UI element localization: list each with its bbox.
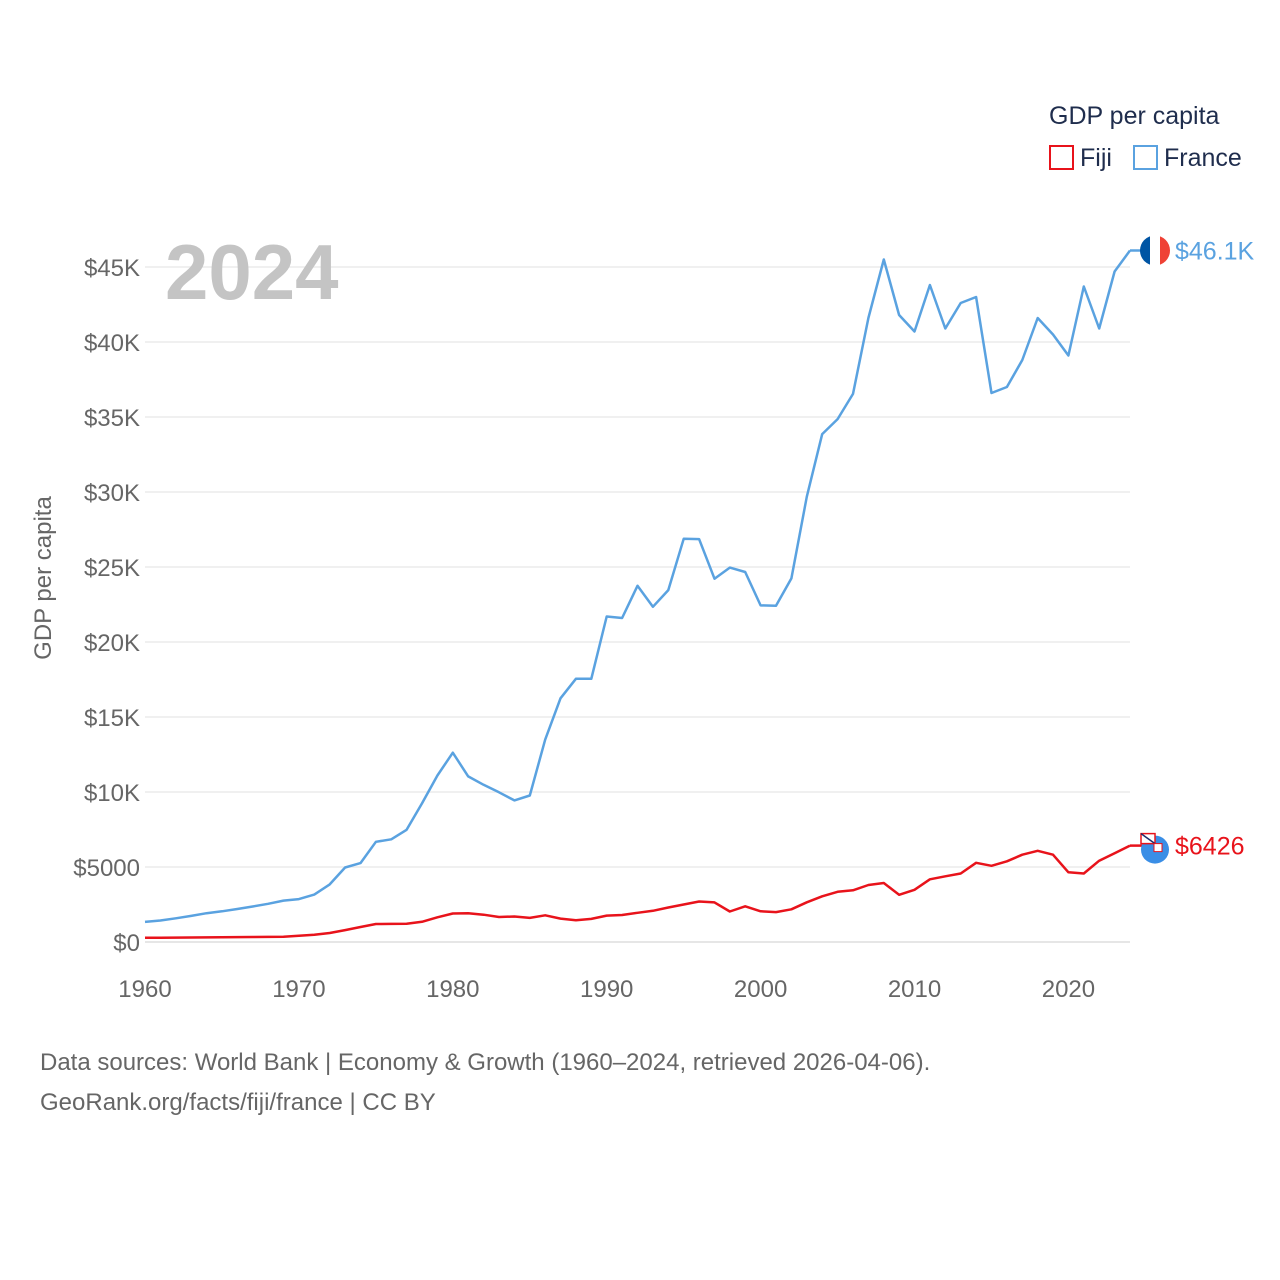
x-tick-label: 1990 <box>580 976 633 1003</box>
year-label: 2024 <box>165 228 339 316</box>
legend-swatch-fiji <box>1049 145 1074 170</box>
x-tick-label: 2010 <box>888 976 941 1003</box>
end-value-label-france: $46.1K <box>1175 238 1255 266</box>
x-tick-label: 1980 <box>426 976 479 1003</box>
y-axis-ticks: $0 $5000 $10K $15K $20K $25K $30K $35K $40K $45K <box>73 255 140 957</box>
y-tick-label: $15K <box>84 705 140 732</box>
gridlines <box>145 266 1130 943</box>
legend-item-france[interactable]: France <box>1133 144 1242 172</box>
x-tick-label: 1960 <box>118 976 171 1003</box>
legend-label-fiji: Fiji <box>1080 144 1112 172</box>
y-axis-label: GDP per capita <box>30 496 57 660</box>
legend[interactable]: GDP per capita Fiji France <box>1049 102 1242 172</box>
x-tick-label: 2020 <box>1042 976 1095 1003</box>
france-flag-icon <box>1140 235 1170 266</box>
y-tick-label: $10K <box>84 780 140 807</box>
y-tick-label: $25K <box>84 555 140 582</box>
legend-title: GDP per capita <box>1049 102 1220 130</box>
source-note: Data sources: World Bank | Economy & Gro… <box>40 1043 930 1123</box>
series-lines <box>144 249 1132 940</box>
series-line-fiji <box>144 844 1131 940</box>
end-markers: $6426 $46.1K <box>1130 235 1255 864</box>
source-line: Data sources: World Bank | Economy & Gro… <box>40 1049 931 1076</box>
end-value-label-fiji: $6426 <box>1175 833 1245 861</box>
y-tick-label: $30K <box>84 480 140 507</box>
series-line-france <box>144 249 1132 924</box>
fiji-flag-icon <box>1140 832 1169 864</box>
x-tick-label: 1970 <box>272 976 325 1003</box>
y-tick-label: $45K <box>84 255 140 282</box>
legend-label-france: France <box>1164 144 1242 172</box>
y-tick-label: $35K <box>84 405 140 432</box>
legend-item-fiji[interactable]: Fiji <box>1049 144 1112 172</box>
y-tick-label: $20K <box>84 630 140 657</box>
y-tick-label: $5000 <box>73 855 140 882</box>
y-tick-label: $40K <box>84 330 140 357</box>
legend-swatch-france <box>1133 145 1158 170</box>
license-line[interactable]: GeoRank.org/facts/fiji/france | CC BY <box>40 1089 436 1116</box>
x-tick-label: 2000 <box>734 976 787 1003</box>
y-tick-label: $0 <box>113 930 140 957</box>
x-axis-ticks: 1960 1970 1980 1990 2000 2010 2020 <box>118 976 1095 1003</box>
